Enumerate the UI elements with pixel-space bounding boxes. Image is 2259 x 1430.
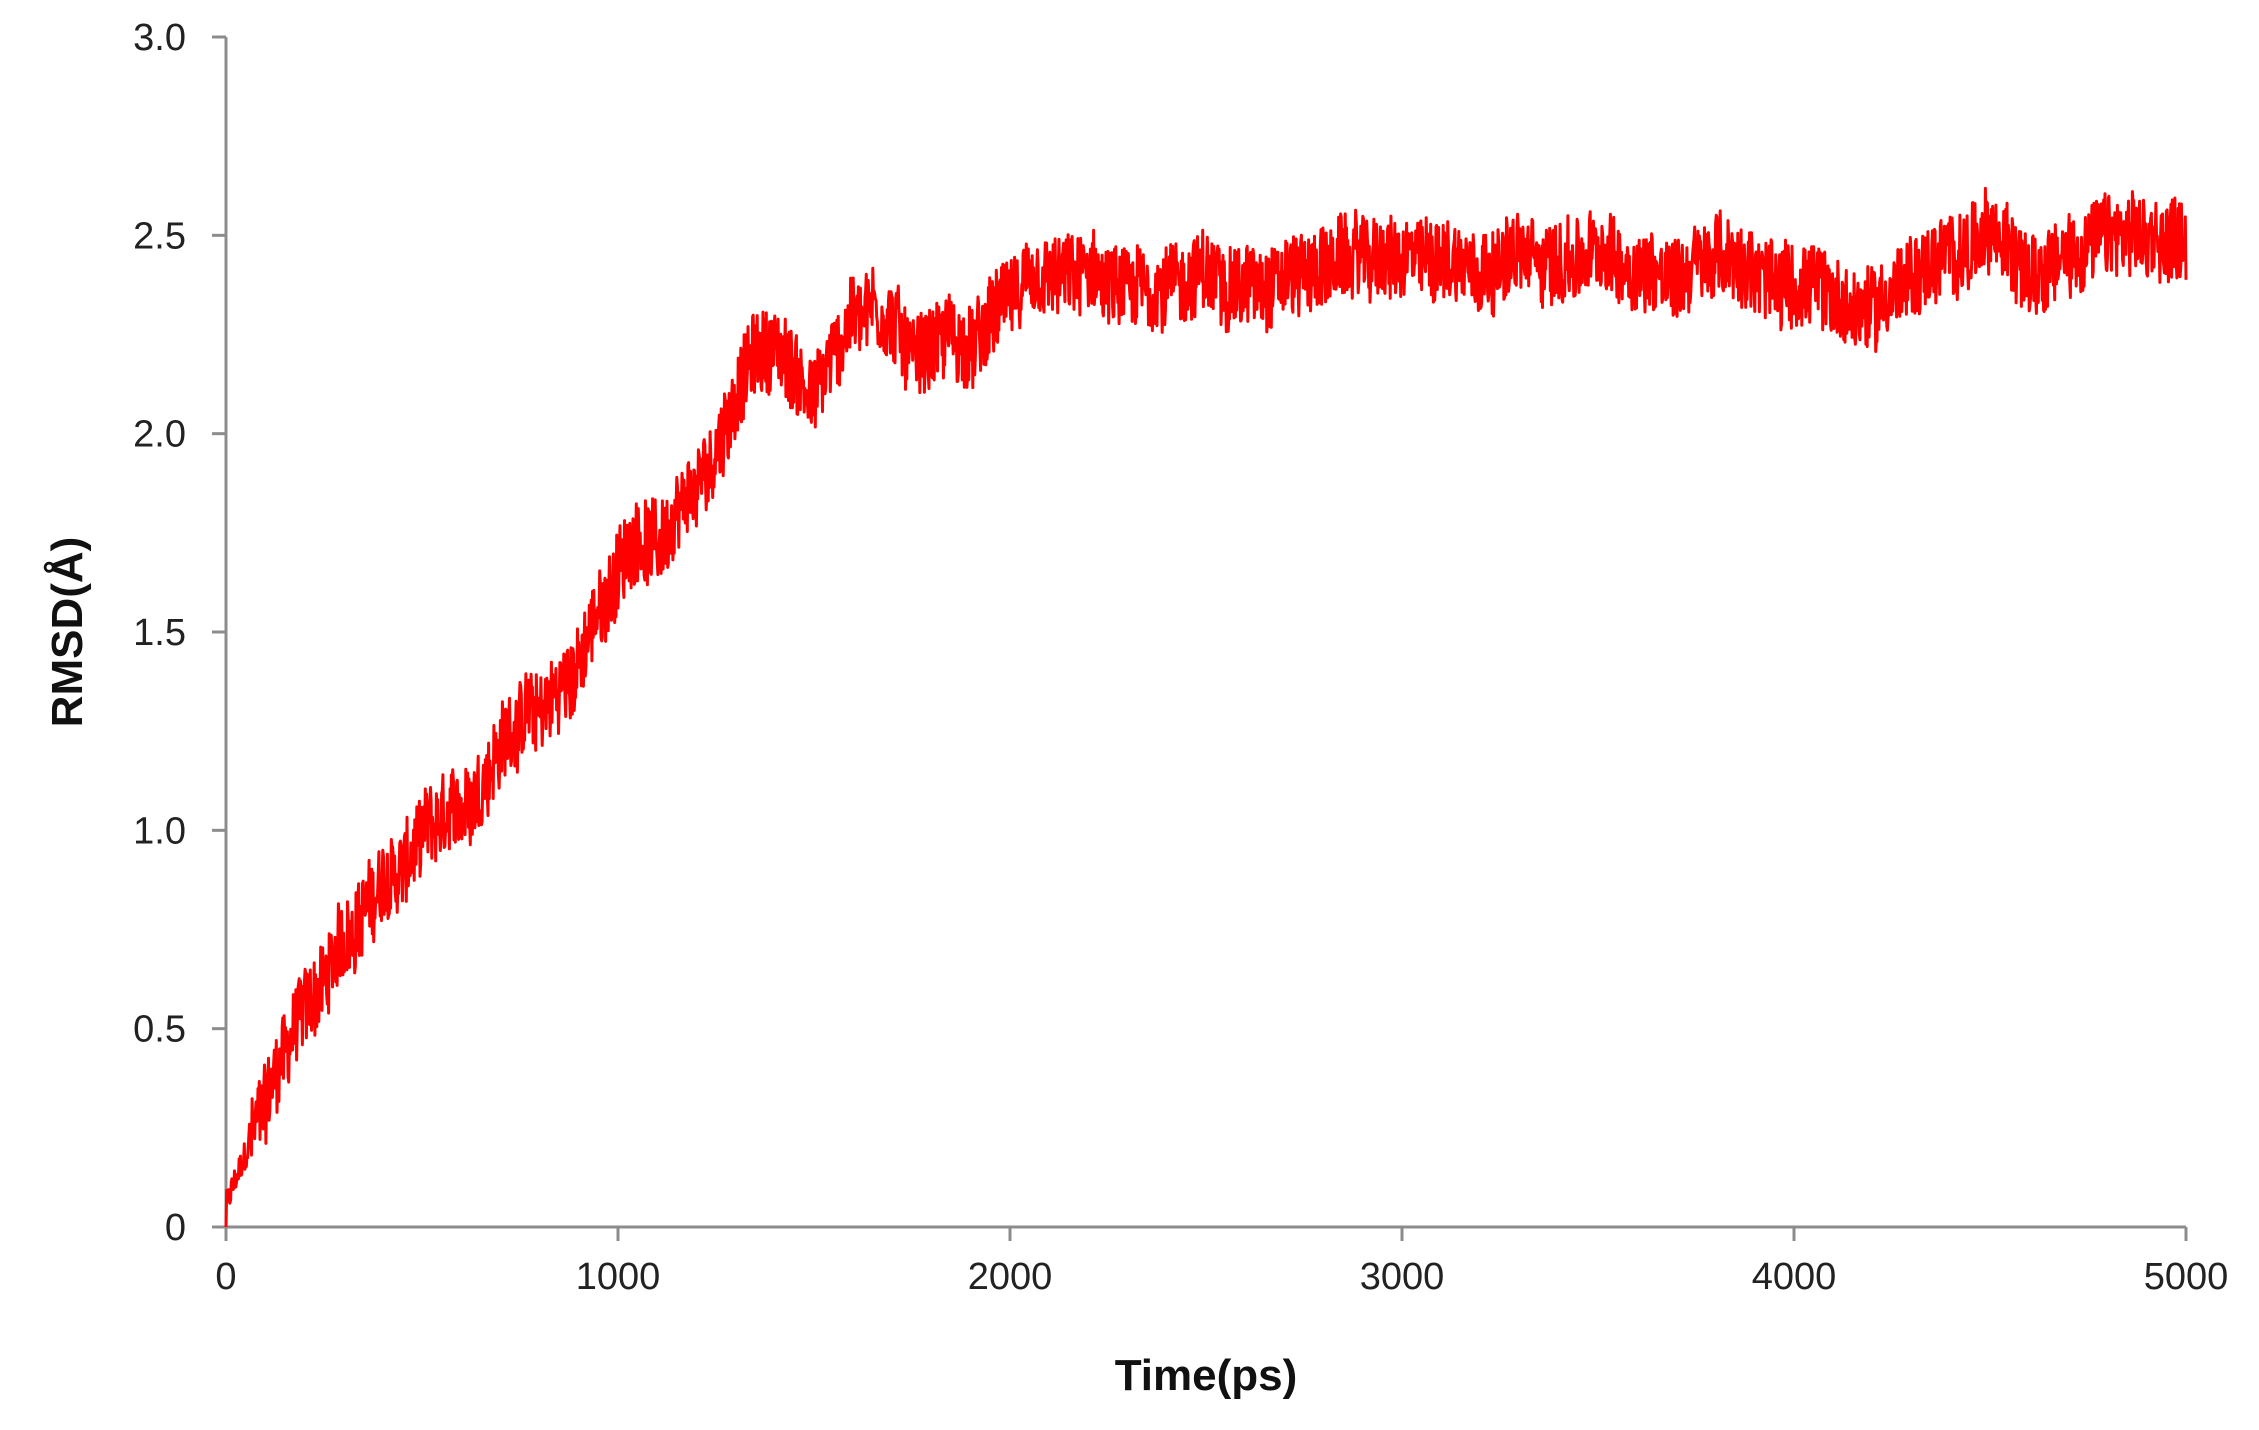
plot-area — [224, 186, 2188, 1228]
y-axis-ticks: 0 0.5 1.0 1.5 2.0 2.5 3.0 — [133, 17, 226, 1249]
x-tick-label: 2000 — [968, 1256, 1053, 1298]
rmsd-series-line — [224, 186, 2188, 1228]
y-tick-label: 0 — [165, 1207, 186, 1249]
x-tick-label: 5000 — [2144, 1256, 2229, 1298]
x-tick-label: 0 — [215, 1256, 236, 1298]
x-axis-title: Time(ps) — [1115, 1351, 1298, 1400]
y-tick-label: 1.5 — [133, 612, 186, 654]
x-tick-label: 3000 — [1360, 1256, 1445, 1298]
y-tick-label: 3.0 — [133, 17, 186, 59]
x-tick-label: 4000 — [1752, 1256, 1837, 1298]
y-tick-label: 0.5 — [133, 1009, 186, 1051]
y-axis-title: RMSD(Å) — [43, 537, 92, 728]
y-tick-label: 2.5 — [133, 215, 186, 257]
y-tick-label: 2.0 — [133, 414, 186, 456]
x-tick-label: 1000 — [576, 1256, 661, 1298]
y-tick-label: 1.0 — [133, 810, 186, 852]
x-axis-ticks: 0 1000 2000 3000 4000 5000 — [215, 1227, 2228, 1298]
